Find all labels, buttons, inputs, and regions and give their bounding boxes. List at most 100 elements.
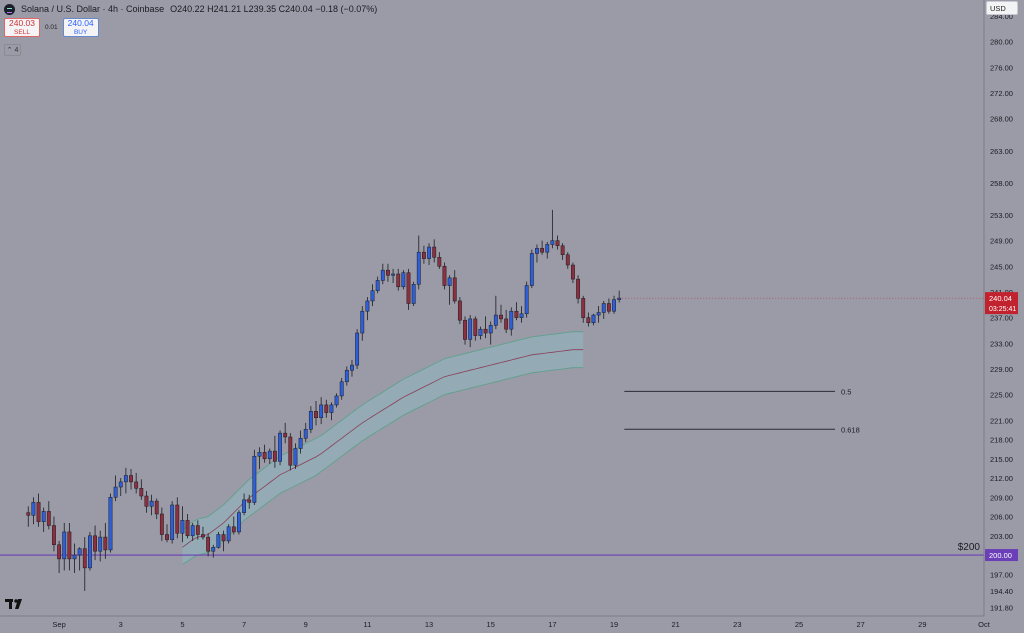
candle-body [139,488,144,497]
candle [555,235,560,250]
candle [103,522,108,559]
candle [499,304,503,323]
price-tick-label: 221.00 [990,416,1013,425]
candle-body [46,511,51,526]
candle-body [288,436,293,466]
support-axis-label: 200.00 [989,551,1012,560]
price-tick-label: 209.00 [990,493,1013,502]
candle-body [581,298,586,318]
candle [185,513,190,539]
candle [360,306,365,341]
candle [571,262,575,283]
candle [267,448,272,464]
candle-body [257,452,262,457]
candle-body [159,513,164,535]
candle-body [180,520,185,534]
tradingview-logo-icon[interactable] [5,598,27,610]
time-tick-label: 23 [733,620,741,629]
time-tick-label: 3 [119,620,123,629]
candle [180,506,185,543]
price-tick-label: 225.00 [990,391,1013,400]
candle-body [488,325,493,334]
candle [612,295,616,314]
candle-body [52,525,56,546]
ohlc-readout: O240.22 H241.21 L239.35 C240.04 −0.18 (−… [170,4,378,14]
candle-body [401,272,406,288]
candle [334,393,339,408]
candle-body [560,245,565,255]
trade-panel: 240.03 SELL 0.01 240.04 BUY [4,18,99,37]
price-tick-label: 276.00 [990,63,1013,72]
candle-body [421,251,426,259]
candle [380,263,385,285]
candle [514,302,519,321]
candle-body [314,411,318,418]
candle-body [427,246,431,259]
candle [159,507,164,541]
candle-body [571,264,575,280]
candle [165,524,169,543]
candle [283,422,288,444]
candle [62,522,67,571]
candle-body [237,512,241,533]
candle [468,315,473,348]
candle-body [118,481,123,488]
candle-body [36,502,41,522]
candle [31,497,36,525]
candle [36,493,41,527]
candle-body [103,536,108,551]
candle [57,540,62,574]
candle [41,507,46,532]
sell-label: SELL [14,29,30,36]
candle [170,501,175,544]
candle [211,544,216,558]
time-tick-label: Oct [978,620,991,629]
candle-body [108,497,113,551]
candle [298,430,303,454]
sell-price: 240.03 [9,18,35,28]
candle [355,329,360,369]
candle-body [524,285,529,315]
price-tick-label: 249.00 [990,237,1013,246]
candle-body [293,448,298,466]
candle [478,326,483,340]
candle [288,433,293,471]
candle [272,435,277,468]
candle-body [175,504,180,534]
candle-body [550,240,555,245]
candle-body [129,475,133,483]
fib-level-label: 0.618 [841,425,860,434]
candle-body [77,548,82,556]
candle [411,281,416,307]
candle-body [144,495,149,507]
candle-body [88,535,92,569]
candle-body [98,536,103,552]
currency-button[interactable]: USD [986,1,1018,15]
price-tick-label: 280.00 [990,38,1013,47]
buy-label: BUY [73,29,88,36]
candle [72,543,77,574]
candle [278,430,282,466]
price-tick-label: 258.00 [990,179,1013,188]
candle-body [149,500,154,507]
sell-button[interactable]: 240.03 SELL [4,18,40,37]
candle [350,359,354,377]
candle [488,321,493,345]
candle [540,240,545,255]
candle [545,241,550,259]
buy-button[interactable]: 240.04 BUY [62,18,99,37]
support-axis-badge [985,549,1018,562]
price-tick-label: 212.00 [990,474,1013,483]
candle-body [545,244,550,253]
candle [550,209,555,249]
candle [242,493,246,516]
candle-body [185,520,190,537]
candle [303,422,308,443]
indicators-collapse-button[interactable]: ⌃ 4 [4,44,21,56]
candle-body [190,525,195,537]
candle-body [231,526,236,533]
time-tick-label: Sep [52,620,65,629]
candle-body [478,328,483,336]
symbol-title[interactable]: Solana / U.S. Dollar · 4h · Coinbase [21,4,165,14]
